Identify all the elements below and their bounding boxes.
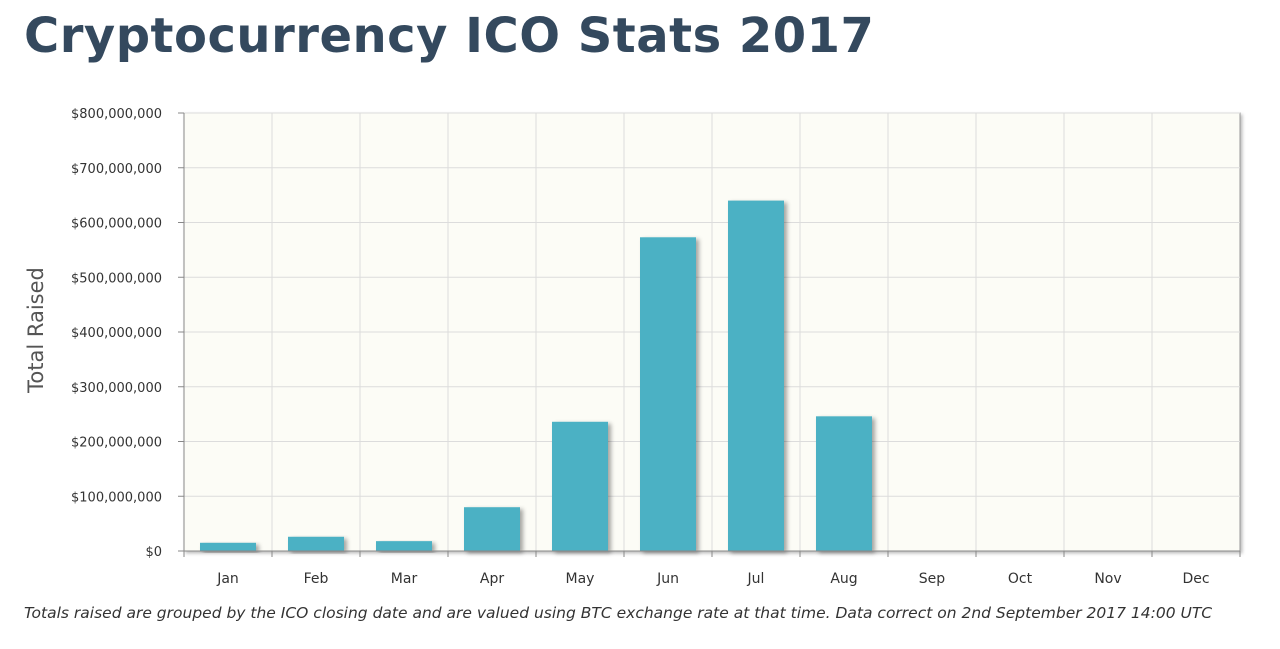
- y-tick-label: $200,000,000: [71, 436, 162, 451]
- y-tick-label: $0: [145, 545, 162, 560]
- bar-apr: [464, 507, 520, 551]
- y-tick-label: $400,000,000: [71, 326, 162, 341]
- bars: [200, 200, 872, 551]
- bar-jan: [200, 542, 256, 551]
- y-tick-label: $600,000,000: [71, 217, 162, 232]
- bar-mar: [376, 541, 432, 551]
- bar-aug: [816, 416, 872, 551]
- bar-jul: [728, 200, 784, 551]
- y-tick-label: $500,000,000: [71, 271, 162, 286]
- x-tick-label: Apr: [480, 571, 504, 587]
- x-tick-labels: Jan Feb Mar Apr May Jun Jul Aug Sep Oct Nov Dec: [216, 571, 1209, 587]
- y-tick-label: $100,000,000: [71, 490, 162, 505]
- x-tick-label: Feb: [304, 571, 329, 587]
- y-tick-label: $700,000,000: [71, 162, 162, 177]
- x-tick-label: Jul: [747, 571, 765, 587]
- y-tick-label: $800,000,000: [71, 107, 162, 122]
- x-tick-label: Oct: [1008, 571, 1033, 587]
- y-tick-label: $300,000,000: [71, 381, 162, 396]
- axes: [178, 112, 1241, 557]
- x-tick-label: Nov: [1094, 571, 1121, 587]
- footnote: Totals raised are grouped by the ICO clo…: [24, 604, 1213, 622]
- x-tick-label: Jan: [216, 571, 239, 587]
- bar-feb: [288, 536, 344, 551]
- bar-may: [552, 421, 608, 551]
- x-tick-label: Dec: [1182, 571, 1209, 587]
- gridlines: [184, 112, 1240, 552]
- bar-jun: [640, 237, 696, 551]
- y-axis-label: Total Raised: [24, 267, 48, 394]
- x-tick-label: May: [566, 571, 595, 587]
- x-tick-label: Jun: [656, 571, 679, 587]
- page-title: Cryptocurrency ICO Stats 2017: [24, 8, 875, 64]
- x-tick-label: Sep: [919, 571, 946, 587]
- x-tick-label: Aug: [830, 571, 857, 587]
- y-tick-labels: $0 $100,000,000 $200,000,000 $300,000,000 $4…: [71, 107, 162, 560]
- x-tick-label: Mar: [391, 571, 418, 587]
- bar-chart: $0 $100,000,000 $200,000,000 $300,000,000 $4…: [24, 107, 1241, 587]
